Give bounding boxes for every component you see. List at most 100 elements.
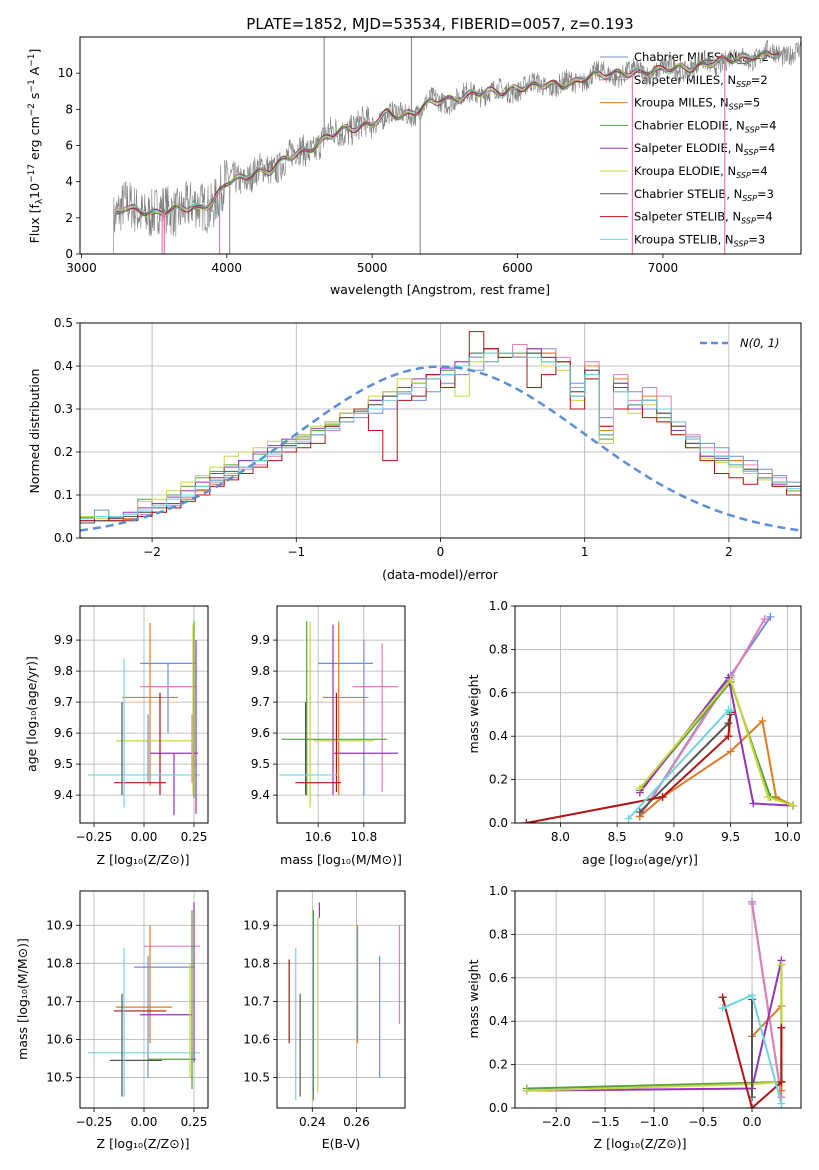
mass_vs_Z-ytick-label: 10.7 xyxy=(46,994,73,1008)
residuals-ytick-label: 0.4 xyxy=(54,359,73,373)
histogram-salpeter-stelib xyxy=(80,331,801,522)
weight_vs_age-ytick-label: 0.4 xyxy=(489,729,508,743)
age_vs_Z-xtick-label: 0.00 xyxy=(131,830,158,844)
weight_vs_age-ytick-label: 0.8 xyxy=(489,642,508,656)
age_vs_mass-ytick-label: 9.4 xyxy=(251,788,270,802)
residuals-xtick-label: −2 xyxy=(143,545,161,559)
weight-marker-salpeter-stelib xyxy=(658,792,667,801)
weight_vs_age-ytick-label: 0.0 xyxy=(489,816,508,830)
age_vs_Z-xtick-label: −0.25 xyxy=(76,830,113,844)
mass_vs_Z-ytick-label: 10.8 xyxy=(46,956,73,970)
weight_vs_Z-xtick-label: 0.0 xyxy=(742,1115,761,1129)
residuals-ylabel: Normed distribution xyxy=(27,369,42,494)
weight-marker-kroupa-elodie xyxy=(777,960,786,969)
spectrum-xtick-label: 7000 xyxy=(648,261,679,275)
weight-marker-salpeter-stelib xyxy=(777,1023,786,1032)
weight-marker-kroupa-elodie xyxy=(726,675,735,684)
residuals-frame xyxy=(79,322,802,539)
age-z-xlabel: Z [log₁₀(Z/Z⊙)] xyxy=(97,852,190,867)
weight_vs_age-frame xyxy=(514,605,802,824)
weight-marker-kroupa-stelib xyxy=(777,1099,786,1108)
weight_vs_age-xtick-label: 9.0 xyxy=(664,830,683,844)
residuals-xtick-label: 0 xyxy=(437,545,445,559)
age-vs-mass-panel: mass [log₁₀(M/M⊙)] 10.6 10.8 9.4 9.5 9.6 9.7 9… xyxy=(251,605,406,867)
residuals-ytick-label: 0.1 xyxy=(54,488,73,502)
weight_vs_Z-xtick-label: −0.5 xyxy=(688,1115,717,1129)
spectrum-panel: wavelength [Angstrom, rest frame] Flux [… xyxy=(27,36,802,297)
weight-marker-salpeter-stelib xyxy=(718,993,727,1002)
observed-spectrum xyxy=(113,39,801,254)
weight-marker-salpeter-stelib xyxy=(777,1077,786,1086)
mass_vs_ebv-ytick-label: 10.6 xyxy=(243,1032,270,1046)
residuals-plot-area xyxy=(80,331,801,532)
mass_vs_ebv-frame xyxy=(276,890,406,1109)
weight-marker-salpeter-stelib xyxy=(748,1104,757,1108)
histogram-chabrier-stelib xyxy=(80,348,801,524)
weight_vs_Z-xtick-label: −2.0 xyxy=(542,1115,571,1129)
age_vs_mass-xtick-label: 10.6 xyxy=(305,830,332,844)
age_vs_Z-grid xyxy=(80,606,208,823)
weight-marker-salpeter-stelib xyxy=(522,819,531,823)
weight_vs_age-ytick-label: 1.0 xyxy=(489,599,508,613)
model-spectrum-chabrier-stelib xyxy=(116,51,780,217)
weight-marker-salpeter-elodie xyxy=(749,799,758,808)
legend-label-salpeter-stelib: Salpeter STELIB, NSSP=4 xyxy=(634,210,773,226)
weight-marker-kroupa-stelib xyxy=(718,1004,727,1013)
mass_vs_ebv-ytick-label: 10.8 xyxy=(243,956,270,970)
weight_vs_age-ytick-label: 0.6 xyxy=(489,686,508,700)
legend-label-kroupa-stelib: Kroupa STELIB, NSSP=3 xyxy=(634,232,765,248)
weight_vs_age-plot-area xyxy=(522,612,798,823)
weight_vs_age-xtick-label: 8.5 xyxy=(608,830,627,844)
mass_vs_ebv-grid xyxy=(277,891,405,1108)
mass_vs_Z-frame xyxy=(79,890,209,1109)
histogram-kroupa-elodie xyxy=(80,348,801,520)
legend-label-kroupa-miles: Kroupa MILES, NSSP=5 xyxy=(634,96,760,112)
age_vs_Z-ytick-label: 9.8 xyxy=(54,664,73,678)
age-z-ylabel: age [log₁₀(age/yr)] xyxy=(24,656,39,772)
age_vs_mass-ytick-label: 9.8 xyxy=(251,664,270,678)
weight_vs_Z-grid xyxy=(515,890,801,1109)
mass_vs_ebv-xtick-label: 0.24 xyxy=(299,1115,326,1129)
age_vs_mass-grid xyxy=(277,606,405,823)
age_vs_Z-frame xyxy=(79,605,209,824)
mass_vs_Z-xtick-label: 0.00 xyxy=(131,1115,158,1129)
spectrum-ytick-label: 8 xyxy=(65,102,73,116)
weight-marker-kroupa-miles xyxy=(758,717,767,726)
age_vs_mass-ytick-label: 9.5 xyxy=(251,757,270,771)
residuals-ytick-label: 0.2 xyxy=(54,445,73,459)
spectrum-ylabel: Flux [fλ10−17 erg cm−2 s−1 A−1] xyxy=(27,49,45,244)
weight_vs_age-xtick-label: 8.0 xyxy=(551,830,570,844)
weight-vs-z-panel: Z [log₁₀(Z/Z⊙)] mass weight −2.0 −1.5 −1.0… xyxy=(466,884,802,1151)
residuals-ytick-label: 0.0 xyxy=(54,531,73,545)
spectrum-frame xyxy=(79,36,802,255)
age-vs-z-panel: Z [log₁₀(Z/Z⊙)] age [log₁₀(age/yr)] −0.2… xyxy=(24,605,209,867)
weight_vs_Z-ytick-label: 0.4 xyxy=(489,1014,508,1028)
residuals-grid xyxy=(80,322,801,539)
histogram-kroupa-miles xyxy=(80,348,801,524)
weight-marker-chabrier-miles xyxy=(766,612,775,621)
normal-legend-label: N(0, 1) xyxy=(740,336,780,350)
histogram-chabrier-miles xyxy=(80,348,801,520)
mass_vs_Z-ytick-label: 10.5 xyxy=(46,1071,73,1085)
weight-marker-salpeter-stelib xyxy=(724,732,733,741)
legend-label-chabrier-stelib: Chabrier STELIB, NSSP=3 xyxy=(634,187,774,203)
residuals-panel: (data-model)/error Normed distribution N… xyxy=(27,316,802,582)
weight-line-salpeter-stelib xyxy=(526,712,732,823)
weight_vs_Z-xtick-label: −1.0 xyxy=(640,1115,669,1129)
weight_vs_Z-plot-area xyxy=(522,897,786,1108)
mass_vs_ebv-ytick-label: 10.9 xyxy=(243,918,270,932)
age_vs_Z-ytick-label: 9.5 xyxy=(54,757,73,771)
weight_vs_Z-ytick-label: 1.0 xyxy=(489,884,508,898)
residuals-xtick-label: 1 xyxy=(581,545,589,559)
weight-age-xlabel: age [log₁₀(age/yr)] xyxy=(582,852,698,867)
weight_vs_Z-ytick-label: 0.0 xyxy=(489,1101,508,1115)
mass_vs_Z-grid xyxy=(80,891,208,1108)
weight-marker-kroupa-elodie xyxy=(522,1086,531,1095)
age_vs_Z-ytick-label: 9.6 xyxy=(54,726,73,740)
weight-line-chabrier-stelib xyxy=(639,714,732,813)
figure-title: PLATE=1852, MJD=53534, FIBERID=0057, z=0… xyxy=(246,15,633,33)
weight-line-kroupa-miles xyxy=(639,718,794,818)
weight_vs_Z-frame xyxy=(514,890,802,1109)
weight_vs_Z-ytick-label: 0.8 xyxy=(489,927,508,941)
